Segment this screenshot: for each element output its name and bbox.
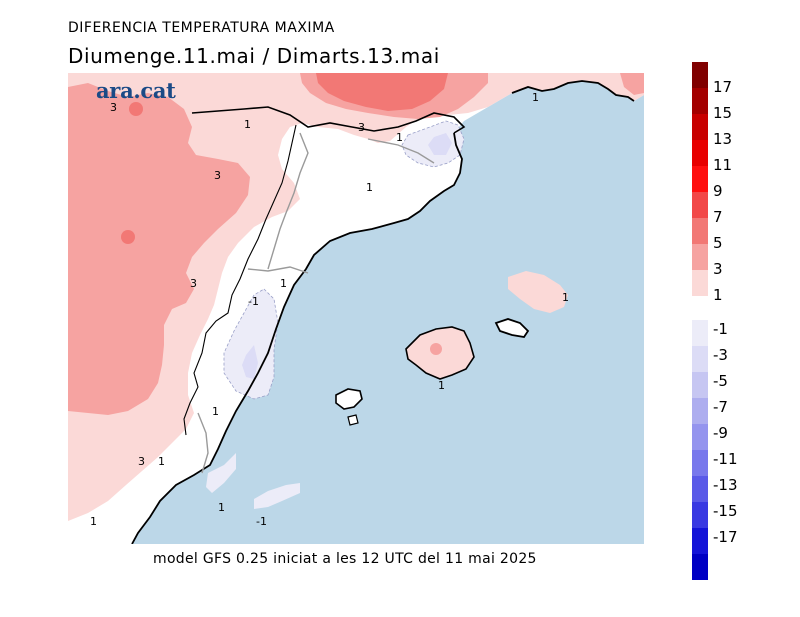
warm-anomaly-3-ne [620, 73, 644, 95]
legend-label: -3 [713, 346, 728, 364]
legend-swatch [692, 166, 708, 192]
contour-label: 1 [562, 291, 569, 304]
contour-label: 1 [218, 501, 225, 514]
legend-swatch [692, 398, 708, 424]
contour-label: 3 [358, 121, 365, 134]
contour-label: 1 [396, 131, 403, 144]
warm-anomaly-5-spot [129, 102, 143, 116]
legend-swatch [692, 88, 708, 114]
contour-label: 1 [532, 91, 539, 104]
legend-swatch [692, 372, 708, 398]
legend-label: 11 [713, 156, 733, 174]
legend-label: -5 [713, 372, 728, 390]
border-france-spain [191, 106, 466, 134]
legend-label: 17 [713, 78, 733, 96]
contour-label: 3 [214, 169, 221, 182]
legend-swatch [692, 424, 708, 450]
map-title: DIFERENCIA TEMPERATURA MAXIMA [68, 20, 335, 36]
legend-swatch [692, 114, 708, 140]
cool-anomaly-1-south [206, 453, 236, 493]
temperature-map: ara.cat 3 1 3 1 3 1 1 3 1 -1 1 3 1 1 1 1 -1 1 [68, 73, 644, 544]
border-internal-1 [267, 132, 309, 270]
logo: ara.cat [96, 78, 176, 103]
legend-swatch [692, 502, 708, 528]
border-internal-2 [247, 266, 309, 274]
legend-label: -9 [713, 424, 728, 442]
legend-label: 1 [713, 286, 723, 304]
contour-label: 1 [366, 181, 373, 194]
legend-label: 15 [713, 104, 733, 122]
legend-label: 13 [713, 130, 733, 148]
contour-label: 1 [158, 455, 165, 468]
contour-label: 1 [438, 379, 445, 392]
color-legend: 17 15 13 11 9 7 5 3 1 -1 -3 -5 -7 -9 -11 -13 -15 -17 [692, 62, 782, 580]
coastline [131, 80, 635, 544]
legend-label: 3 [713, 260, 723, 278]
legend-label: -13 [713, 476, 738, 494]
contour-label: 1 [212, 405, 219, 418]
legend-swatch [692, 192, 708, 218]
cool-anomaly-3-spot [428, 133, 452, 155]
border-internal-4 [197, 412, 209, 474]
legend-swatch [692, 140, 708, 166]
cool-anomaly-3-coast [242, 345, 258, 379]
contour-label: -1 [256, 515, 267, 528]
contour-label: 1 [90, 515, 97, 528]
legend-swatch [692, 218, 708, 244]
island-ibiza [335, 388, 363, 410]
cool-anomaly-1-sea [254, 483, 300, 509]
contour-label: 1 [280, 277, 287, 290]
contour-label: -1 [248, 295, 259, 308]
island-formentera [347, 414, 359, 426]
legend-label: -7 [713, 398, 728, 416]
legend-label: -11 [713, 450, 738, 468]
legend-label: -17 [713, 528, 738, 546]
legend-label: -1 [713, 320, 728, 338]
legend-swatch [692, 244, 708, 270]
warm-anomaly-1-sea [508, 271, 568, 313]
contour-label: 1 [244, 118, 251, 131]
legend-swatch [692, 450, 708, 476]
legend-swatch [692, 476, 708, 502]
legend-swatch [692, 528, 708, 554]
warm-anomaly-5-spot [121, 230, 135, 244]
map-subtitle: Diumenge.11.mai / Dimarts.13.mai [68, 44, 440, 68]
border-aragon-catalonia [183, 124, 297, 436]
legend-label: 9 [713, 182, 723, 200]
legend-swatch [692, 320, 708, 346]
legend-label: 7 [713, 208, 723, 226]
contour-label: 3 [190, 277, 197, 290]
contour-label: 3 [110, 101, 117, 114]
border-internal-3 [367, 138, 435, 164]
legend-label: 5 [713, 234, 723, 252]
model-info-footer: model GFS 0.25 iniciat a les 12 UTC del … [153, 551, 537, 567]
warm-anomaly-3-west [68, 83, 250, 415]
island-menorca [494, 318, 530, 338]
warm-anomaly-3-spot [430, 343, 442, 355]
legend-swatch [692, 62, 708, 88]
legend-label: -15 [713, 502, 738, 520]
contour-label: 3 [138, 455, 145, 468]
legend-swatch [692, 554, 708, 580]
legend-swatch [692, 270, 708, 296]
legend-swatch [692, 346, 708, 372]
warm-anomaly-5 [316, 73, 448, 111]
